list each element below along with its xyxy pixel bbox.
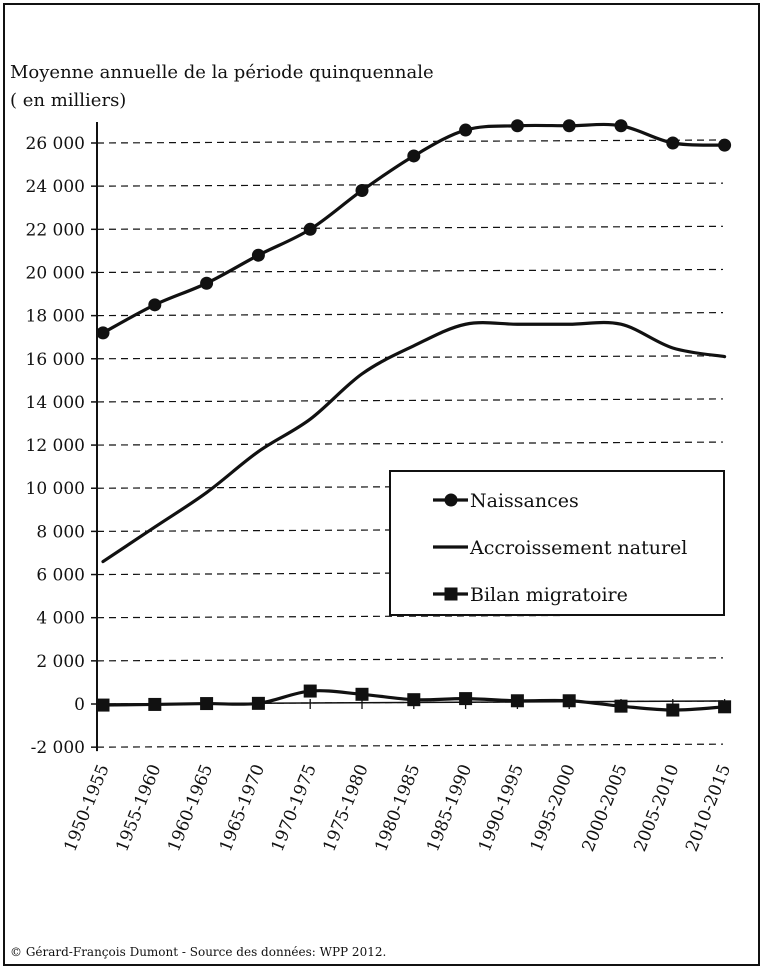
data-point-0	[251, 248, 265, 262]
y-tick-label: 16 000	[26, 350, 85, 370]
data-point-0	[614, 119, 628, 133]
data-point-2	[303, 684, 317, 698]
data-point-2	[96, 698, 110, 712]
x-tick-label: 1970-1975	[268, 762, 321, 855]
x-tick-label: 1980-1985	[371, 762, 424, 855]
legend-label: Accroissement naturel	[469, 537, 687, 559]
y-tick-label: 10 000	[26, 479, 85, 499]
data-point-2	[459, 692, 473, 706]
x-tick-label: 1955-1960	[112, 762, 165, 855]
data-point-0	[148, 298, 162, 312]
data-point-0	[510, 119, 524, 133]
data-point-0	[200, 276, 214, 290]
gridline	[96, 657, 724, 662]
gridline	[96, 312, 724, 317]
data-point-0	[562, 119, 576, 133]
x-tick-label: 1985-1990	[423, 762, 476, 855]
y-tick-label: 24 000	[26, 177, 85, 197]
gridline	[96, 398, 724, 403]
legend-marker	[444, 493, 458, 507]
data-point-2	[718, 700, 732, 714]
y-tick-label: 26 000	[26, 134, 85, 154]
x-tick-label: 1965-1970	[216, 762, 269, 855]
data-point-2	[251, 696, 265, 710]
legend-marker	[444, 587, 458, 601]
y-tick-label: 18 000	[26, 307, 85, 327]
y-tick-label: 12 000	[26, 436, 85, 456]
grid	[96, 139, 724, 748]
data-point-0	[303, 222, 317, 236]
data-point-2	[666, 703, 680, 717]
series-line-1	[101, 320, 727, 564]
y-axis-label: Moyenne annuelle de la période quinquenn…	[10, 62, 434, 83]
y-tick-label: 8 000	[36, 522, 85, 542]
data-point-2	[407, 693, 421, 707]
gridline	[96, 441, 724, 446]
y-tick-label: 22 000	[26, 220, 85, 240]
legend-label: Bilan migratoire	[470, 584, 628, 606]
x-tick-label: 1990-1995	[475, 762, 528, 855]
x-tick-label: 1975-1980	[320, 762, 373, 855]
y-tick-label: -2 000	[31, 738, 85, 758]
y-axis-unit: ( en milliers)	[10, 90, 127, 111]
data-point-0	[718, 138, 732, 152]
gridline	[96, 139, 724, 144]
source-credit: © Gérard-François Dumont - Source des do…	[10, 945, 387, 959]
y-tick-label: 4 000	[36, 609, 85, 629]
data-point-2	[614, 699, 628, 713]
x-tick-label: 2000-2005	[579, 762, 632, 855]
data-point-2	[355, 687, 369, 701]
y-tick-label: 2 000	[36, 652, 85, 672]
data-point-0	[666, 136, 680, 150]
chart-frame	[3, 3, 760, 966]
legend: Naissances Accroissement naturel Bilan mig…	[389, 470, 725, 616]
y-tick-label: 0	[74, 695, 85, 715]
x-tick-label: 2005-2010	[630, 762, 683, 855]
x-tick-label: 1995-2000	[527, 762, 580, 855]
x-tick-label: 1960-1965	[164, 762, 217, 855]
y-tick-label: 6 000	[36, 566, 85, 586]
gridline	[96, 182, 724, 187]
y-tick-label: 14 000	[26, 393, 85, 413]
gridline	[96, 268, 724, 274]
data-point-2	[562, 694, 576, 708]
x-tick-label: 2010-2015	[682, 762, 735, 855]
legend-label: Naissances	[470, 490, 579, 512]
x-tick-label: 1950-1955	[61, 762, 114, 855]
data-point-2	[148, 697, 162, 711]
data-point-2	[200, 697, 214, 711]
gridline	[96, 225, 724, 230]
series	[96, 119, 732, 717]
data-point-0	[459, 123, 473, 137]
data-point-2	[510, 694, 524, 708]
gridline	[96, 743, 724, 748]
y-tick-label: 20 000	[26, 263, 85, 283]
gridline	[96, 355, 724, 360]
data-point-0	[96, 326, 110, 340]
data-point-0	[355, 183, 369, 197]
data-point-0	[407, 149, 421, 163]
